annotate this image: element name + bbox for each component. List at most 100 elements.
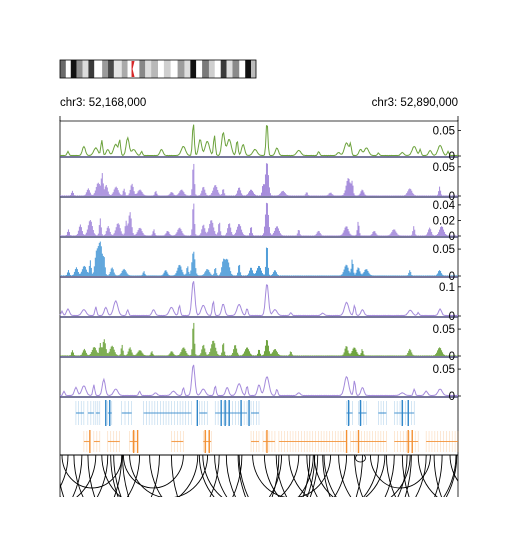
track-signal-bar: [248, 235, 250, 236]
interaction-arc: [129, 455, 209, 497]
track-signal-bar: [371, 275, 373, 276]
track-signal-bar: [105, 274, 107, 276]
track-signal-bar: [232, 234, 234, 236]
track-signal-bar: [371, 234, 373, 236]
track-signal-bar: [260, 235, 261, 236]
track-signal-bar: [146, 195, 148, 196]
ideogram-band-28: [232, 60, 240, 78]
track-signal-bar: [241, 355, 243, 356]
track-signal-bar: [174, 195, 176, 196]
track-signal-bar: [433, 195, 435, 196]
track-signal-bar: [136, 353, 138, 356]
track-signal-bar: [373, 230, 375, 236]
track-signal-bar: [336, 195, 338, 196]
track-signal-bar: [148, 195, 150, 196]
track-signal-bar: [391, 355, 393, 356]
track-signal-bar: [199, 354, 201, 356]
track-signal-bar: [365, 235, 367, 236]
track-signal-bar: [441, 226, 443, 236]
track-signal-bar: [327, 194, 329, 196]
track-signal-bar: [155, 235, 157, 236]
track-signal-bar: [199, 275, 201, 276]
track-signal-bar: [256, 355, 257, 356]
track-signal-bar: [89, 353, 91, 356]
track-signal-bar: [383, 355, 385, 356]
track-signal-bar: [307, 355, 309, 356]
track-signal-bar: [180, 352, 182, 356]
track-signal-bar: [353, 272, 355, 276]
track-signal-bar: [295, 195, 297, 196]
track-signal-bar: [63, 235, 65, 236]
track-signal-bar: [167, 355, 169, 356]
track-signal-bar: [217, 275, 219, 276]
track-signal-bar: [227, 228, 229, 236]
track-signal-bar: [246, 194, 248, 196]
track-signal-bar: [340, 235, 342, 236]
track-signal-bar: [216, 273, 218, 276]
track-signal-bar: [124, 270, 126, 276]
track-10-arcs: [59, 454, 459, 497]
track-signal-bar: [75, 235, 77, 236]
track-signal-bar: [106, 187, 108, 196]
track-signal-bar: [147, 235, 149, 236]
track-signal-bar: [376, 195, 378, 196]
track-signal-bar: [68, 272, 70, 276]
track-signal-bar: [190, 354, 192, 356]
track-signal-bar: [111, 235, 113, 236]
track-signal-bar: [108, 194, 110, 196]
interaction-arc: [214, 455, 348, 497]
track-signal-bar: [140, 350, 142, 356]
track-signal-bar: [324, 235, 326, 236]
track-signal-bar: [356, 352, 358, 356]
track-signal-bar: [134, 275, 136, 276]
track-signal-bar: [180, 229, 182, 236]
track-signal-bar: [439, 347, 441, 356]
track-signal-bar: [195, 354, 197, 356]
track-signal-bar: [185, 194, 187, 196]
track-signal-bar: [187, 195, 189, 196]
track-signal-bar: [426, 355, 428, 356]
track-signal-bar: [378, 355, 380, 356]
track-signal-bar: [124, 355, 126, 356]
track-signal-bar: [245, 349, 247, 356]
ideogram-band-18: [170, 60, 178, 78]
track-signal-bar: [385, 355, 387, 356]
interaction-arc: [202, 455, 300, 497]
track-signal-bar: [426, 195, 428, 196]
track-signal-bar: [182, 190, 184, 196]
track-signal-bar: [276, 274, 278, 276]
track-signal-bar: [222, 189, 224, 196]
track-signal-bar: [274, 349, 276, 356]
track-signal-bar: [216, 351, 218, 356]
track-signal-bar: [84, 266, 86, 276]
track-signal-bar: [347, 267, 349, 276]
track-signal-bar: [410, 272, 412, 276]
track-signal-bar: [445, 234, 447, 236]
track-signal-bar: [223, 235, 225, 236]
track-signal-bar: [241, 275, 243, 276]
track-signal-bar: [121, 194, 123, 196]
track-signal-bar: [274, 195, 276, 196]
track-signal-bar: [181, 189, 183, 196]
interaction-arc: [170, 455, 412, 497]
track-signal-bar: [245, 235, 247, 236]
track-signal-bar: [442, 274, 444, 276]
track-signal-bar: [297, 275, 299, 276]
track-signal-bar: [398, 195, 400, 196]
track-signal-bar: [103, 339, 105, 356]
track-signal-bar: [248, 349, 250, 356]
track-signal-bar: [131, 352, 133, 356]
track-signal-bar: [420, 195, 422, 196]
track-signal-bar: [342, 194, 344, 196]
track-signal-bar: [208, 228, 210, 236]
track-signal-bar: [351, 259, 353, 276]
track-signal-bar: [397, 195, 399, 196]
track-signal-bar: [270, 353, 272, 356]
track-signal-bar: [279, 193, 281, 196]
track-signal-bar: [438, 232, 440, 236]
track-signal-bar: [222, 261, 224, 276]
track-signal-bar: [275, 195, 277, 196]
track-signal-bar: [305, 355, 307, 356]
track-frame: [59, 358, 459, 398]
